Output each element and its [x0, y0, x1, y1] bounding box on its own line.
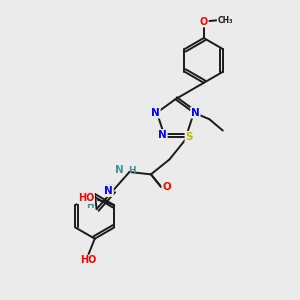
Text: CH₃: CH₃: [218, 16, 233, 25]
Text: N: N: [158, 130, 167, 140]
Text: N: N: [115, 166, 124, 176]
Text: N: N: [191, 108, 200, 118]
Text: S: S: [185, 132, 193, 142]
Text: H: H: [128, 166, 136, 175]
Text: HO: HO: [80, 256, 96, 266]
Text: H: H: [86, 201, 94, 210]
Text: HO: HO: [78, 193, 94, 203]
Text: O: O: [162, 182, 171, 192]
Text: N: N: [104, 186, 113, 196]
Text: O: O: [200, 16, 208, 27]
Text: N: N: [151, 108, 160, 118]
